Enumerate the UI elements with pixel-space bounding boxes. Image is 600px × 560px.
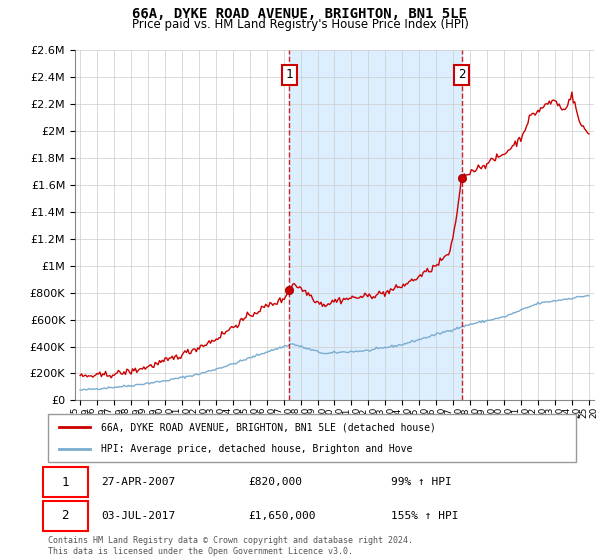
Text: 99% ↑ HPI: 99% ↑ HPI	[391, 477, 452, 487]
Text: 27-APR-2007: 27-APR-2007	[101, 477, 175, 487]
Text: 03-JUL-2017: 03-JUL-2017	[101, 511, 175, 521]
Text: 1: 1	[285, 68, 293, 81]
Text: £1,650,000: £1,650,000	[248, 511, 316, 521]
Text: Price paid vs. HM Land Registry's House Price Index (HPI): Price paid vs. HM Land Registry's House …	[131, 18, 469, 31]
Text: £820,000: £820,000	[248, 477, 302, 487]
Text: HPI: Average price, detached house, Brighton and Hove: HPI: Average price, detached house, Brig…	[101, 444, 412, 454]
Bar	[289, 50, 462, 400]
Text: 2: 2	[458, 68, 466, 81]
FancyBboxPatch shape	[43, 467, 88, 497]
FancyBboxPatch shape	[48, 414, 576, 462]
Text: 1: 1	[61, 475, 69, 489]
Text: 66A, DYKE ROAD AVENUE, BRIGHTON, BN1 5LE: 66A, DYKE ROAD AVENUE, BRIGHTON, BN1 5LE	[133, 7, 467, 21]
Text: 2: 2	[61, 509, 69, 522]
Text: 66A, DYKE ROAD AVENUE, BRIGHTON, BN1 5LE (detached house): 66A, DYKE ROAD AVENUE, BRIGHTON, BN1 5LE…	[101, 422, 436, 432]
FancyBboxPatch shape	[43, 501, 88, 531]
Text: 155% ↑ HPI: 155% ↑ HPI	[391, 511, 459, 521]
Text: Contains HM Land Registry data © Crown copyright and database right 2024.
This d: Contains HM Land Registry data © Crown c…	[48, 536, 413, 556]
